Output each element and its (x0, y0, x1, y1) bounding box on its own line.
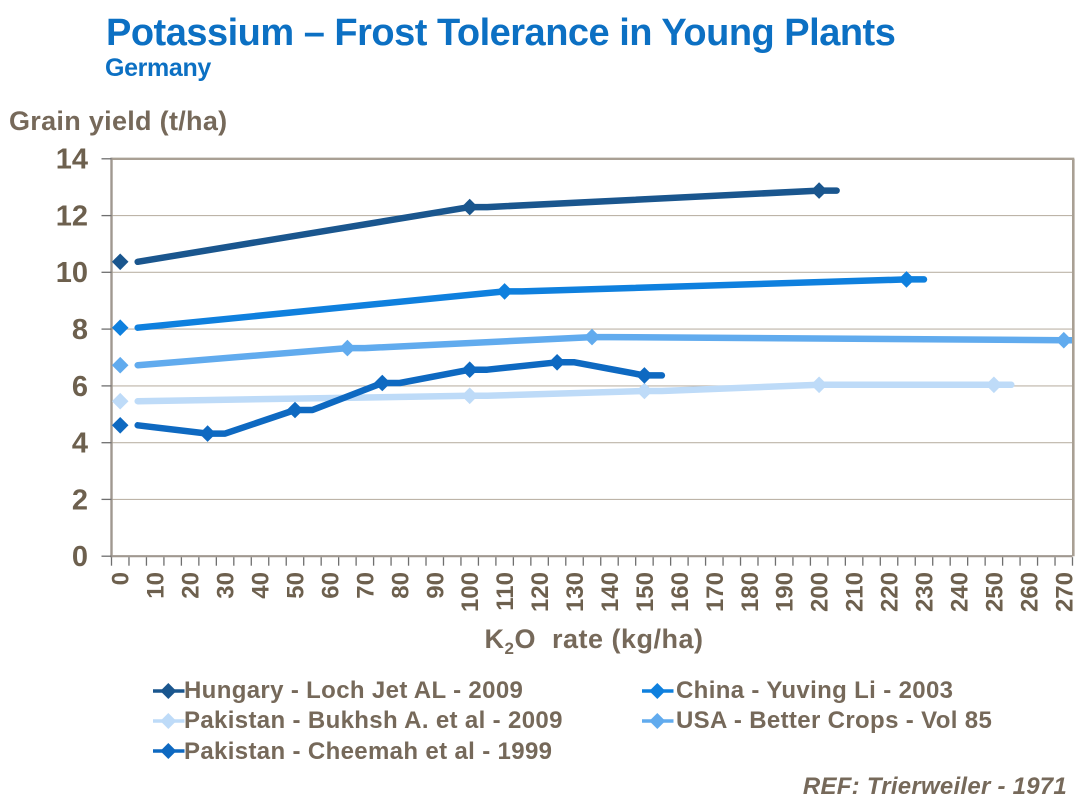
svg-text:30: 30 (213, 572, 240, 599)
svg-text:6: 6 (72, 371, 88, 403)
svg-text:140: 140 (597, 572, 624, 612)
svg-text:12: 12 (56, 201, 88, 233)
svg-text:80: 80 (387, 572, 414, 599)
svg-text:250: 250 (981, 572, 1008, 612)
svg-text:100: 100 (457, 572, 484, 612)
svg-text:70: 70 (352, 572, 379, 599)
svg-text:0: 0 (72, 541, 88, 573)
svg-text:14: 14 (56, 144, 88, 176)
svg-text:210: 210 (842, 572, 869, 612)
svg-text:0: 0 (108, 572, 135, 585)
svg-text:190: 190 (772, 572, 799, 612)
svg-text:270: 270 (1051, 572, 1078, 612)
svg-text:160: 160 (667, 572, 694, 612)
svg-text:240: 240 (946, 572, 973, 612)
svg-text:120: 120 (527, 572, 554, 612)
svg-text:90: 90 (422, 572, 449, 599)
svg-text:130: 130 (562, 572, 589, 612)
svg-text:2: 2 (72, 484, 88, 516)
svg-text:260: 260 (1016, 572, 1043, 612)
svg-text:110: 110 (492, 572, 519, 611)
svg-text:50: 50 (282, 572, 309, 599)
svg-text:180: 180 (737, 572, 764, 612)
svg-text:40: 40 (248, 572, 275, 599)
svg-text:8: 8 (72, 314, 88, 346)
svg-text:230: 230 (911, 572, 938, 612)
svg-text:10: 10 (56, 257, 88, 289)
svg-text:10: 10 (143, 572, 170, 599)
svg-text:60: 60 (317, 572, 344, 599)
svg-text:20: 20 (178, 572, 205, 599)
svg-text:220: 220 (877, 572, 904, 612)
svg-text:150: 150 (632, 572, 659, 612)
svg-text:4: 4 (72, 428, 88, 460)
svg-text:200: 200 (807, 572, 834, 612)
svg-text:170: 170 (702, 572, 729, 612)
